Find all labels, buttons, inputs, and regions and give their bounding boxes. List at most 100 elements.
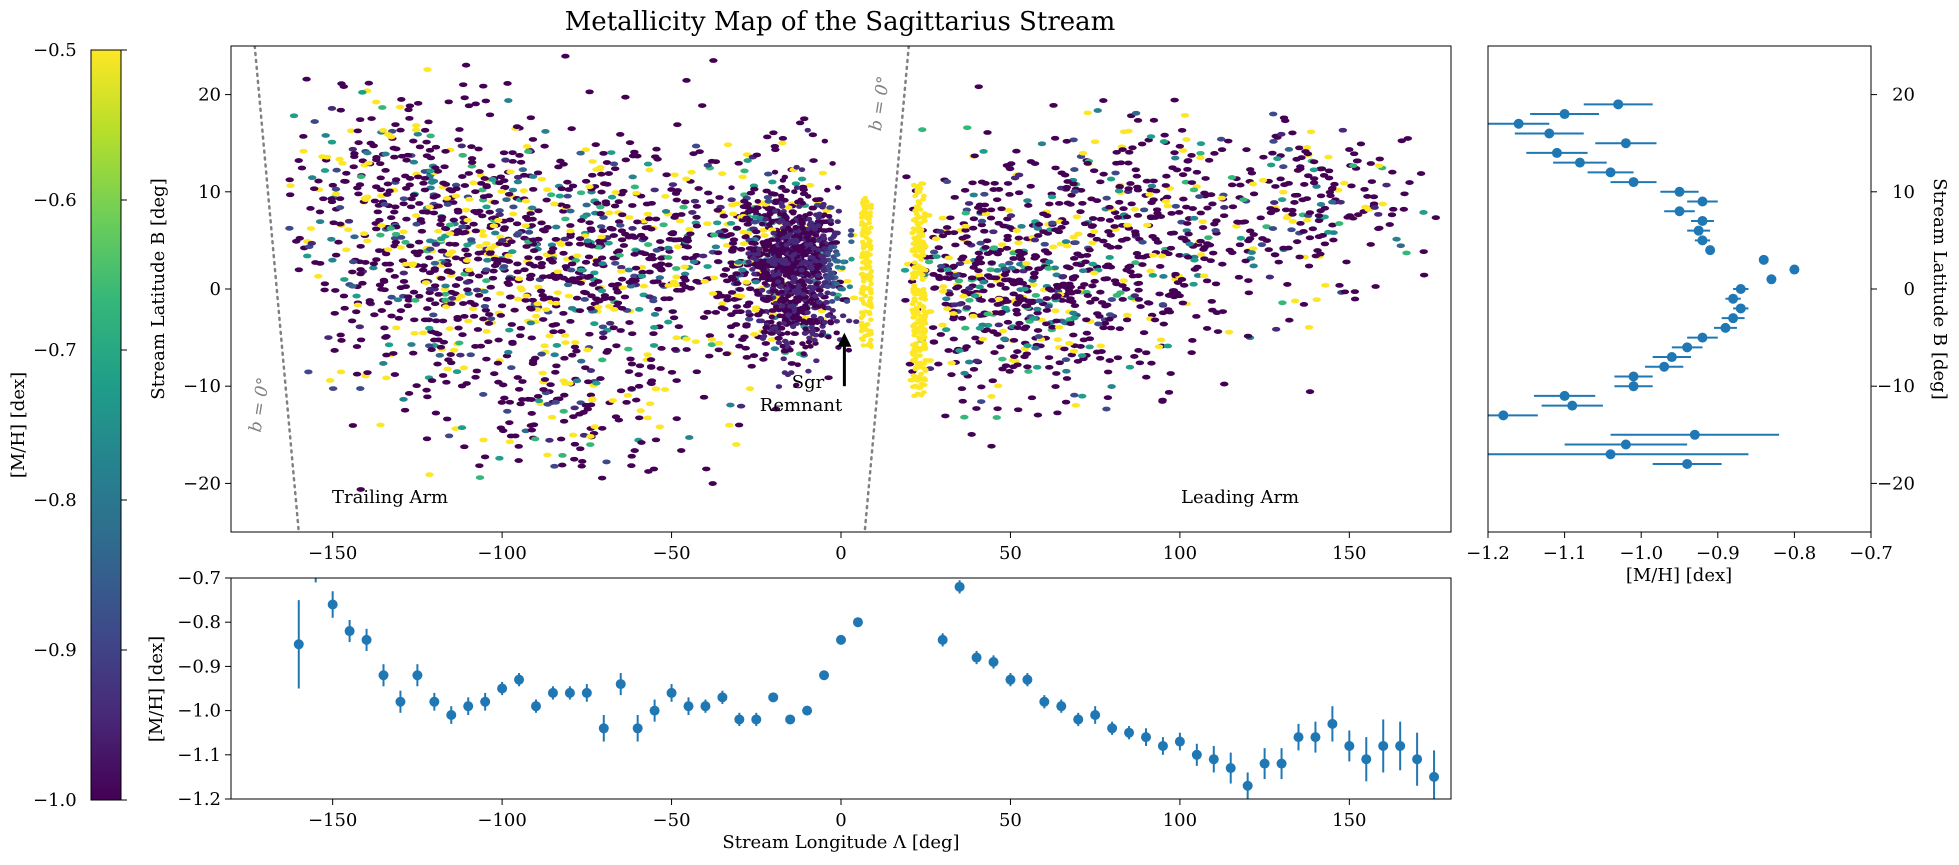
map-cell [1184, 231, 1193, 237]
map-cell [703, 309, 712, 315]
map-cell [1189, 215, 1199, 221]
map-cell [599, 215, 608, 220]
map-cell [774, 335, 783, 341]
map-cell [1139, 330, 1149, 336]
map-cell [945, 291, 954, 297]
map-cell [384, 247, 393, 253]
map-cell [609, 325, 618, 331]
map-cell [534, 284, 543, 290]
map-cell [780, 212, 788, 218]
right-x-axis-label: [M/H] [dex] [1626, 565, 1732, 586]
map-cell [770, 272, 778, 278]
map-cell [728, 333, 735, 339]
map-cell [938, 215, 947, 221]
map-cell [955, 348, 964, 353]
data-point [615, 679, 626, 690]
map-cell [348, 269, 357, 275]
map-y-tick-label: 0 [210, 279, 221, 300]
map-cell [947, 360, 956, 366]
map-cell [735, 343, 744, 349]
map-cell [480, 303, 490, 309]
map-cell [575, 241, 585, 247]
map-cell [858, 320, 865, 325]
map-cell [960, 370, 969, 376]
map-cell [1100, 276, 1109, 282]
map-cell [788, 340, 796, 346]
map-cell [718, 171, 727, 177]
map-cell [583, 406, 592, 412]
data-point [700, 701, 711, 712]
map-cell [1003, 237, 1012, 243]
map-cell [390, 243, 399, 249]
map-cell [567, 261, 577, 267]
map-cell [811, 337, 818, 343]
map-cell [802, 252, 809, 258]
map-cell [534, 208, 543, 214]
map-cell [617, 268, 626, 274]
map-cell [703, 221, 712, 227]
map-cell [391, 177, 401, 183]
map-cell [1073, 289, 1082, 295]
map-cell [912, 298, 919, 304]
map-cell [760, 333, 768, 339]
data-point [1682, 458, 1693, 469]
map-cell [764, 198, 773, 204]
map-cell [968, 180, 977, 186]
map-cell [1288, 211, 1297, 217]
data-point [1559, 390, 1570, 401]
map-cell [603, 348, 613, 353]
map-cell [742, 152, 752, 158]
map-cell [1106, 232, 1115, 238]
map-cell [1402, 250, 1411, 256]
map-cell [355, 259, 364, 265]
data-point [1689, 429, 1700, 440]
map-cell [1125, 149, 1134, 155]
map-cell [455, 127, 464, 132]
map-cell [1374, 163, 1384, 169]
map-cell [803, 235, 811, 241]
map-cell [843, 299, 851, 304]
map-cell [754, 198, 761, 204]
map-cell [745, 259, 752, 265]
map-cell [778, 257, 785, 262]
map-cell [1270, 252, 1280, 258]
map-cell [1045, 364, 1054, 370]
map-cell [744, 316, 754, 322]
map-cell [779, 303, 786, 309]
map-cell [708, 481, 717, 486]
map-cell [917, 362, 924, 367]
map-cell [978, 336, 988, 342]
map-cell [584, 254, 594, 260]
map-cell [294, 158, 303, 163]
map-cell [1008, 357, 1017, 363]
map-cell [1326, 193, 1335, 199]
map-cell [935, 276, 944, 282]
map-cell [743, 234, 750, 239]
map-cell [551, 300, 561, 306]
map-cell [920, 365, 927, 371]
map-cell [1196, 155, 1205, 161]
map-cell [1111, 170, 1120, 176]
map-cell [713, 207, 722, 213]
map-cell [726, 220, 736, 226]
map-cell [848, 239, 855, 245]
map-cell [484, 321, 494, 326]
map-cell [834, 219, 841, 225]
map-cell [1069, 181, 1078, 187]
map-cell [1328, 199, 1337, 205]
map-cell [488, 275, 498, 281]
map-cell [623, 392, 633, 398]
map-cell [815, 223, 822, 229]
right-y-tick-label: −10 [1877, 376, 1915, 397]
data-point [1429, 771, 1440, 782]
map-cell [1196, 150, 1205, 156]
map-cell [1007, 265, 1016, 271]
map-cell [650, 312, 660, 317]
map-cell [918, 257, 925, 262]
map-cell [587, 293, 596, 299]
map-cell [1114, 188, 1124, 194]
map-cell [1013, 407, 1023, 413]
map-cell [714, 340, 724, 346]
map-cell [1095, 355, 1105, 361]
